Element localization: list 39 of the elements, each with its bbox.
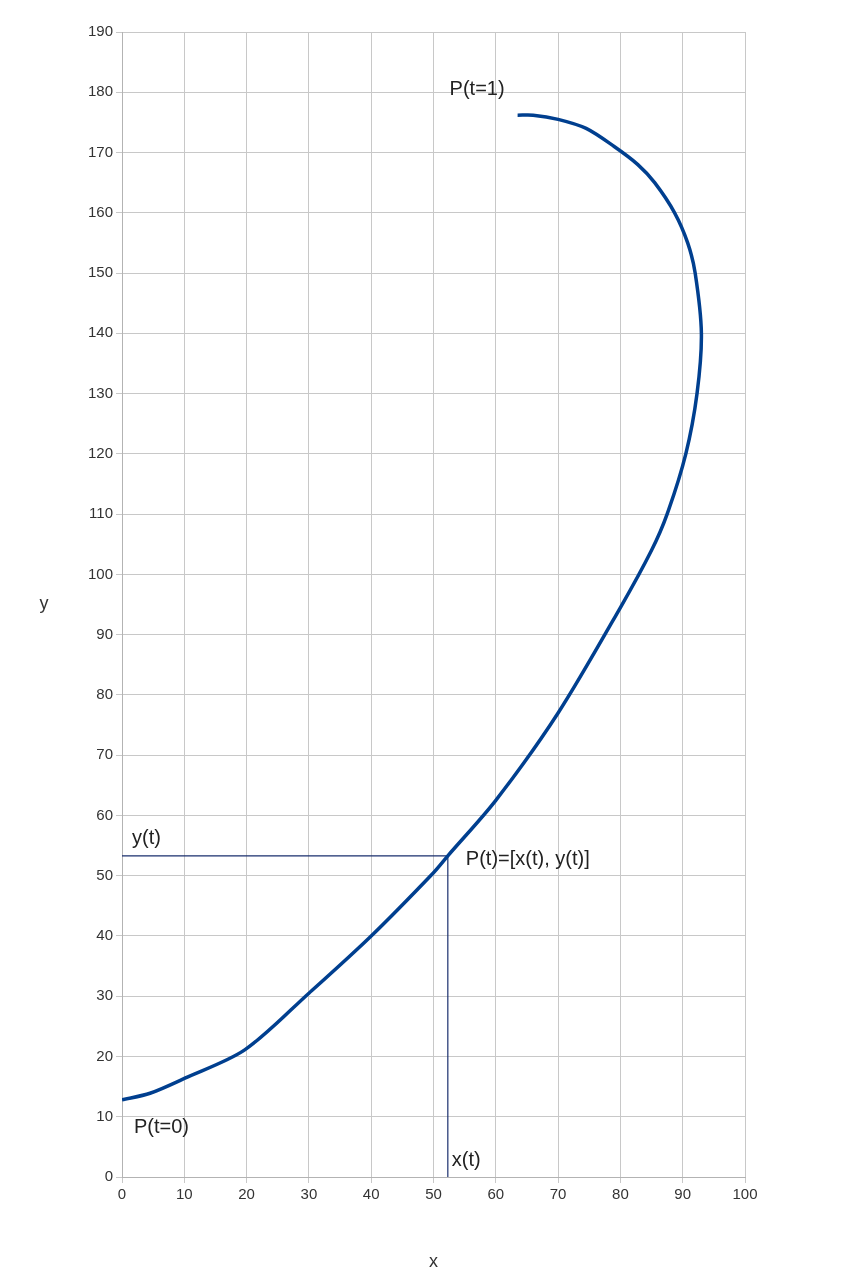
x-tick-label: 100 [732, 1185, 758, 1203]
y-tick-label: 160 [87, 202, 113, 220]
y-tick-label: 0 [104, 1167, 113, 1185]
y-tick-label: 190 [87, 22, 113, 40]
annotation: P(t=0) [134, 1115, 190, 1138]
y-tick-label: 170 [87, 142, 113, 160]
x-tick-label: 90 [674, 1185, 692, 1203]
line-series [122, 113, 704, 1102]
x-tick-label: 20 [238, 1185, 255, 1203]
annotation: y(t) [132, 826, 161, 849]
x-tick-label: 80 [612, 1185, 629, 1203]
y-tick-label: 10 [96, 1106, 113, 1124]
y-tick-label: 180 [87, 82, 113, 100]
y-tick-label: 20 [96, 1046, 113, 1064]
x-axis-title: x [429, 1251, 438, 1272]
y-tick-label: 150 [87, 263, 113, 281]
x-tick-label: 40 [362, 1185, 380, 1203]
y-tick-label: 130 [87, 383, 113, 401]
y-tick-label: 80 [96, 685, 113, 703]
x-tick-label: 0 [117, 1185, 127, 1203]
y-tick-label: 40 [96, 926, 113, 944]
x-tick-label: 70 [549, 1185, 567, 1203]
x-tick-label: 60 [487, 1185, 505, 1203]
y-tick-label: 50 [96, 865, 113, 883]
x-tick-label: 10 [175, 1185, 193, 1203]
y-tick-label: 100 [87, 564, 113, 582]
y-tick-label: 120 [87, 443, 113, 461]
y-tick-label: 60 [96, 805, 113, 823]
y-axis-title: y [39, 593, 49, 614]
y-tick-label: 70 [96, 745, 113, 763]
annotation: x(t) [451, 1147, 481, 1170]
annotation: P(t=1) [449, 76, 505, 99]
y-tick-label: 90 [96, 624, 113, 642]
x-tick-label: 50 [425, 1185, 442, 1203]
x-tick-label: 30 [300, 1185, 318, 1203]
y-tick-label: 110 [89, 504, 113, 522]
y-tick-label: 30 [96, 986, 113, 1004]
annotation: P(t)=[x(t), y(t)] [465, 847, 590, 870]
y-tick-label: 140 [87, 323, 113, 341]
